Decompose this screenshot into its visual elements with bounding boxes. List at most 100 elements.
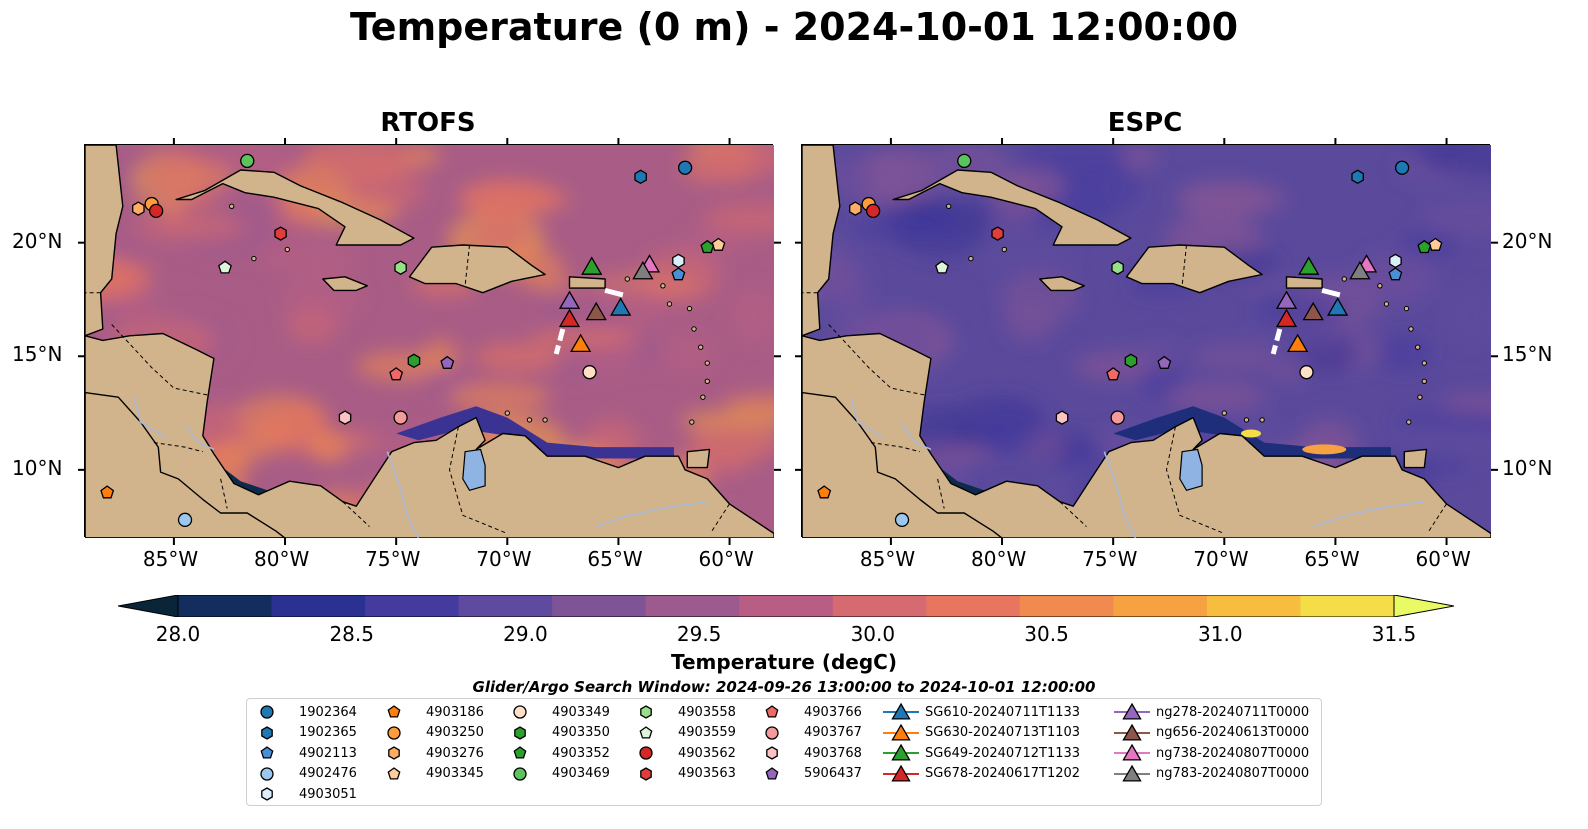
legend-label: 4903051	[299, 786, 357, 802]
marker-4903563[interactable]	[274, 226, 287, 241]
marker-4903345[interactable]	[711, 237, 726, 251]
legend-entry: 4902113	[255, 743, 357, 763]
lat-tick-label: 20°N	[12, 228, 63, 253]
marker-SG610-20240711T1133[interactable]	[610, 297, 632, 316]
legend-label: 4903559	[678, 725, 736, 740]
marker-4903352[interactable]	[1417, 239, 1432, 254]
marker-ng656-20240613T0000[interactable]	[585, 301, 607, 321]
legend-label: ng656-20240613T0000	[1156, 725, 1310, 740]
colorbar-bin	[926, 595, 1021, 617]
marker-ng278-20240711T0000[interactable]	[558, 290, 581, 309]
legend-entry: 4903469	[508, 764, 610, 784]
colorbar-label: Temperature (degC)	[671, 650, 897, 674]
colorbar-bin	[178, 595, 273, 617]
legend-entry: 4903562	[634, 743, 736, 763]
colorbar-tick-label: 29.5	[676, 622, 722, 646]
pentagon-marker-icon	[639, 725, 653, 739]
legend-label: 4903767	[804, 725, 862, 740]
marker-SG678-20240617T1202[interactable]	[558, 308, 581, 328]
marker-1902365[interactable]	[1351, 169, 1364, 185]
marker-ng656-20240613T0000[interactable]	[1302, 301, 1324, 321]
marker-4903768[interactable]	[338, 410, 352, 425]
legend-entry: SG678-20240617T1202	[881, 764, 1080, 784]
marker-4903276[interactable]	[132, 201, 145, 216]
marker-SG630-20240713T1103[interactable]	[1287, 333, 1309, 353]
colorbar-bin	[1300, 595, 1395, 617]
marker-4903350[interactable]	[407, 353, 421, 369]
lat-tick-label: 15°N	[12, 342, 63, 367]
circle-marker-icon	[639, 746, 653, 760]
lon-tick-label: 75°W	[365, 547, 421, 571]
legend-entry: SG610-20240711T1133	[881, 702, 1080, 722]
hexagon-marker-icon	[388, 746, 400, 760]
marker-1902365[interactable]	[634, 169, 647, 185]
marker-4903562[interactable]	[148, 203, 164, 219]
marker-4903349[interactable]	[582, 365, 597, 380]
marker-SG649-20240712T1133[interactable]	[1298, 256, 1320, 275]
legend: 1902364 1902365 4902113 4902476 4903051 49031…	[246, 698, 1322, 806]
rtofs-panel-title: RTOFS	[380, 108, 476, 138]
rtofs-map[interactable]	[78, 138, 781, 545]
lon-tick-label: 80°W	[971, 547, 1027, 571]
marker-4903186[interactable]	[817, 485, 832, 499]
legend-entry: 4903768	[760, 743, 862, 763]
lon-tick-label: 70°W	[1193, 547, 1249, 571]
marker-5906437[interactable]	[440, 355, 455, 369]
marker-4903558[interactable]	[394, 260, 407, 275]
colorbar-tick-label: 30.0	[850, 622, 896, 646]
figure-title: Temperature (0 m) - 2024-10-01 12:00:00	[349, 5, 1239, 49]
marker-4903766[interactable]	[1106, 367, 1121, 381]
lon-tick-label: 65°W	[587, 547, 643, 571]
marker-4903469[interactable]	[240, 153, 255, 169]
legend-label: 4903562	[678, 745, 736, 761]
marker-4903559[interactable]	[935, 260, 949, 274]
marker-4903469[interactable]	[957, 153, 972, 169]
marker-4903352[interactable]	[700, 239, 715, 254]
marker-4903766[interactable]	[389, 367, 404, 381]
colorbar-bin	[552, 595, 647, 617]
marker-SG610-20240711T1133[interactable]	[1327, 297, 1349, 316]
legend-entry: 4903250	[382, 723, 484, 743]
marker-4903559[interactable]	[218, 260, 232, 274]
marker-4902113[interactable]	[1388, 267, 1403, 281]
legend-label: 4903349	[552, 704, 610, 720]
marker-ng783-20240807T0000[interactable]	[1349, 260, 1371, 280]
marker-4903350[interactable]	[1124, 353, 1138, 369]
marker-1902364[interactable]	[1394, 160, 1410, 175]
marker-ng783-20240807T0000[interactable]	[632, 260, 654, 280]
legend-entry: 4903559	[634, 723, 736, 743]
marker-4903186[interactable]	[100, 485, 115, 499]
marker-4903051[interactable]	[1389, 253, 1402, 269]
marker-SG649-20240712T1133[interactable]	[581, 256, 603, 275]
circle-marker-icon	[765, 725, 779, 740]
legend-entry: ng738-20240807T0000	[1112, 743, 1309, 763]
legend-entry: SG630-20240713T1103	[881, 723, 1080, 743]
espc-map[interactable]	[795, 138, 1498, 545]
marker-ng278-20240711T0000[interactable]	[1275, 290, 1298, 309]
legend-label: 1902364	[299, 704, 357, 720]
marker-4903768[interactable]	[1055, 410, 1069, 425]
circle-marker-icon	[260, 705, 274, 719]
marker-4902113[interactable]	[671, 267, 686, 281]
legend-entry: 5906437	[760, 764, 862, 784]
marker-4903051[interactable]	[672, 253, 685, 269]
marker-4903767[interactable]	[1110, 410, 1125, 425]
marker-SG630-20240713T1103[interactable]	[570, 333, 592, 353]
pentagon-marker-icon	[387, 705, 401, 718]
marker-4903558[interactable]	[1111, 260, 1124, 275]
marker-5906437[interactable]	[1157, 355, 1172, 369]
marker-SG678-20240617T1202[interactable]	[1275, 308, 1298, 328]
marker-1902364[interactable]	[677, 160, 693, 175]
marker-4902476[interactable]	[177, 512, 193, 527]
legend-entry: SG649-20240712T1133	[881, 743, 1080, 763]
triangle-marker-icon	[1114, 702, 1150, 720]
legend-entry: 4903558	[634, 702, 736, 722]
marker-4903767[interactable]	[393, 410, 408, 425]
marker-4903276[interactable]	[849, 201, 862, 216]
colorbar-tick-label: 29.0	[503, 622, 548, 646]
marker-4903563[interactable]	[991, 226, 1004, 241]
marker-4903562[interactable]	[865, 203, 881, 219]
marker-4902476[interactable]	[894, 512, 910, 527]
marker-4903345[interactable]	[1428, 237, 1443, 251]
marker-4903349[interactable]	[1299, 365, 1314, 380]
